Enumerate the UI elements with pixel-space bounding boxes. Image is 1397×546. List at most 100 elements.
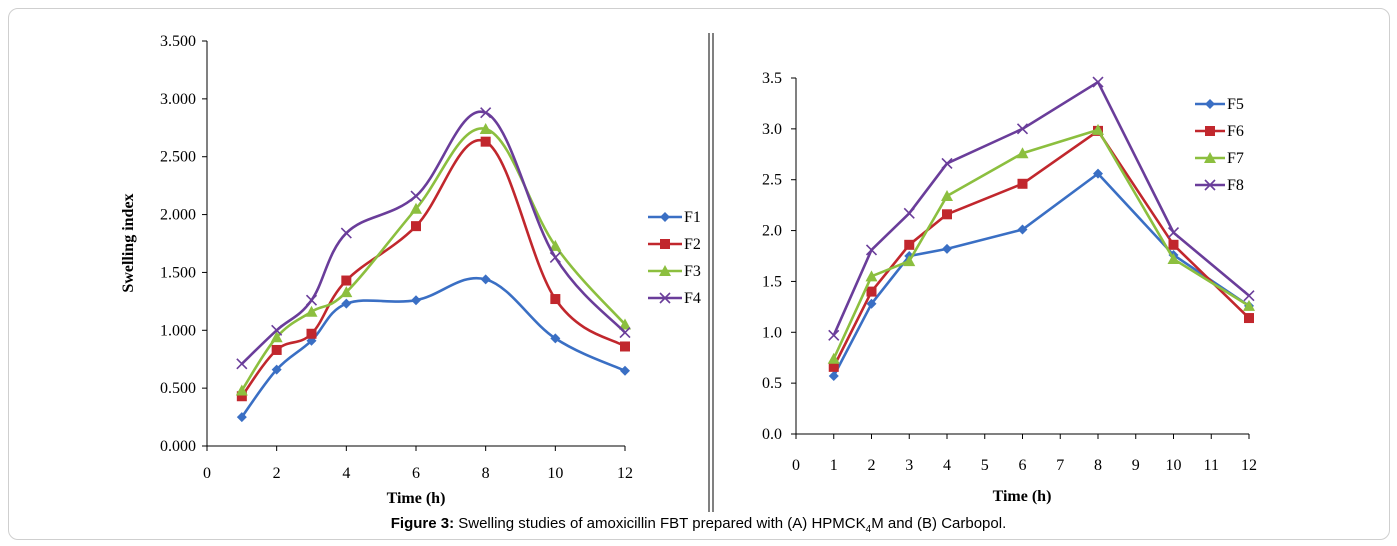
x-tick-label: 4: [943, 457, 951, 474]
data-point: [1167, 253, 1180, 265]
data-point: [271, 364, 282, 375]
series-line-f1: [240, 276, 626, 418]
series-f6: [828, 125, 1254, 372]
data-point: [340, 227, 352, 239]
data-point: [1093, 168, 1103, 179]
x-tick-label: 2: [273, 465, 281, 482]
data-point: [1243, 299, 1255, 311]
legend-label: F5: [1227, 96, 1244, 113]
data-point: [903, 207, 915, 219]
data-point: [341, 275, 352, 286]
x-tick-label: 8: [482, 465, 490, 482]
series-f1: [236, 274, 630, 423]
figure-caption: Figure 3: Swelling studies of amoxicilli…: [0, 515, 1397, 535]
data-point: [550, 294, 561, 305]
y-tick-label: 0.0: [762, 426, 782, 443]
series-line-f5: [832, 172, 1250, 377]
legend-label: F8: [1227, 177, 1244, 194]
data-point: [271, 344, 282, 355]
data-point: [904, 239, 915, 250]
y-tick-label: 1.500: [160, 264, 196, 281]
legend-marker: [1205, 126, 1215, 136]
figure-frame: [8, 8, 1390, 540]
data-point: [866, 286, 877, 297]
data-point: [865, 270, 878, 282]
caption-text-after: M and (B) Carbopol.: [871, 515, 1007, 532]
x-tick-label: 3: [905, 457, 913, 474]
series-f5: [828, 168, 1254, 382]
series-line-f4: [240, 110, 626, 365]
caption-label: Figure 3:: [390, 515, 455, 532]
legend-item-f7: F7: [1195, 150, 1244, 167]
y-tick-label: 3.0: [762, 121, 782, 138]
x-tick-label: 12: [1241, 457, 1257, 474]
y-tick-label: 2.500: [160, 149, 196, 166]
x-tick-label: 0: [203, 465, 211, 482]
data-point: [550, 333, 561, 344]
series-line-f7: [832, 128, 1250, 360]
x-tick-label: 1: [830, 457, 838, 474]
y-axis-title: Swelling index: [120, 193, 137, 292]
data-point: [942, 243, 952, 254]
legend-label: F3: [684, 263, 701, 280]
legend-item-f6: F6: [1195, 123, 1244, 140]
data-point: [903, 255, 916, 267]
legend-label: F2: [684, 236, 701, 253]
data-point: [1017, 224, 1028, 235]
data-point: [549, 251, 561, 263]
legend-marker: [1204, 179, 1216, 191]
legend-item-f3: F3: [648, 263, 701, 280]
series-f7: [827, 123, 1255, 364]
data-point: [828, 371, 839, 382]
x-tick-label: 0: [792, 457, 800, 474]
legend-item-f1: F1: [648, 209, 701, 226]
data-point: [270, 331, 283, 343]
data-point: [480, 274, 491, 285]
legend-marker: [1204, 152, 1216, 163]
data-point: [410, 202, 422, 214]
data-point: [271, 324, 283, 336]
legend-marker: [660, 239, 670, 249]
data-point: [1092, 76, 1104, 88]
data-point: [1017, 178, 1028, 189]
x-tick-label: 8: [1094, 457, 1102, 474]
x-tick-label: 11: [1204, 457, 1219, 474]
data-point: [941, 157, 953, 170]
y-tick-label: 2.000: [160, 207, 196, 224]
series-line-f2: [240, 138, 626, 398]
legend-item-f5: F5: [1195, 96, 1244, 113]
x-tick-label: 10: [547, 465, 563, 482]
data-point: [305, 305, 318, 317]
data-point: [235, 384, 248, 396]
x-tick-label: 7: [1056, 457, 1064, 474]
data-point: [340, 286, 353, 298]
data-point: [941, 189, 953, 201]
data-point: [480, 107, 492, 119]
y-tick-label: 1.000: [160, 322, 196, 339]
legend-item-f2: F2: [648, 236, 701, 253]
data-point: [620, 341, 630, 352]
data-point: [411, 295, 421, 306]
series-f8: [828, 76, 1255, 341]
y-tick-label: 1.5: [762, 273, 782, 290]
data-point: [1092, 123, 1104, 135]
data-point: [479, 122, 492, 134]
data-point: [305, 294, 318, 306]
chart-panel-b: 0.00.51.01.52.02.53.03.50 1 2 3 4 5 6 7 8 9 10 11 12…: [762, 70, 1257, 505]
data-point: [480, 136, 491, 147]
data-point: [549, 239, 562, 251]
data-point: [942, 209, 952, 220]
x-tick-label: 6: [412, 465, 420, 482]
x-tick-label: 9: [1132, 457, 1140, 474]
y-tick-label: 2.0: [762, 223, 782, 240]
x-tick-label: 4: [342, 465, 350, 482]
legend-marker: [1205, 99, 1215, 109]
x-tick-label: 10: [1166, 457, 1182, 474]
series-line-f6: [832, 129, 1250, 368]
x-tick-label: 6: [1019, 457, 1027, 474]
data-point: [341, 298, 352, 309]
chart-panel-a: 0.000 0.500 1.000 1.500 2.000 2.500 3.000 3.500…: [120, 33, 701, 507]
y-tick-label: 0.5: [762, 375, 782, 392]
legend-item-f8: F8: [1195, 177, 1244, 194]
data-point: [619, 327, 631, 339]
